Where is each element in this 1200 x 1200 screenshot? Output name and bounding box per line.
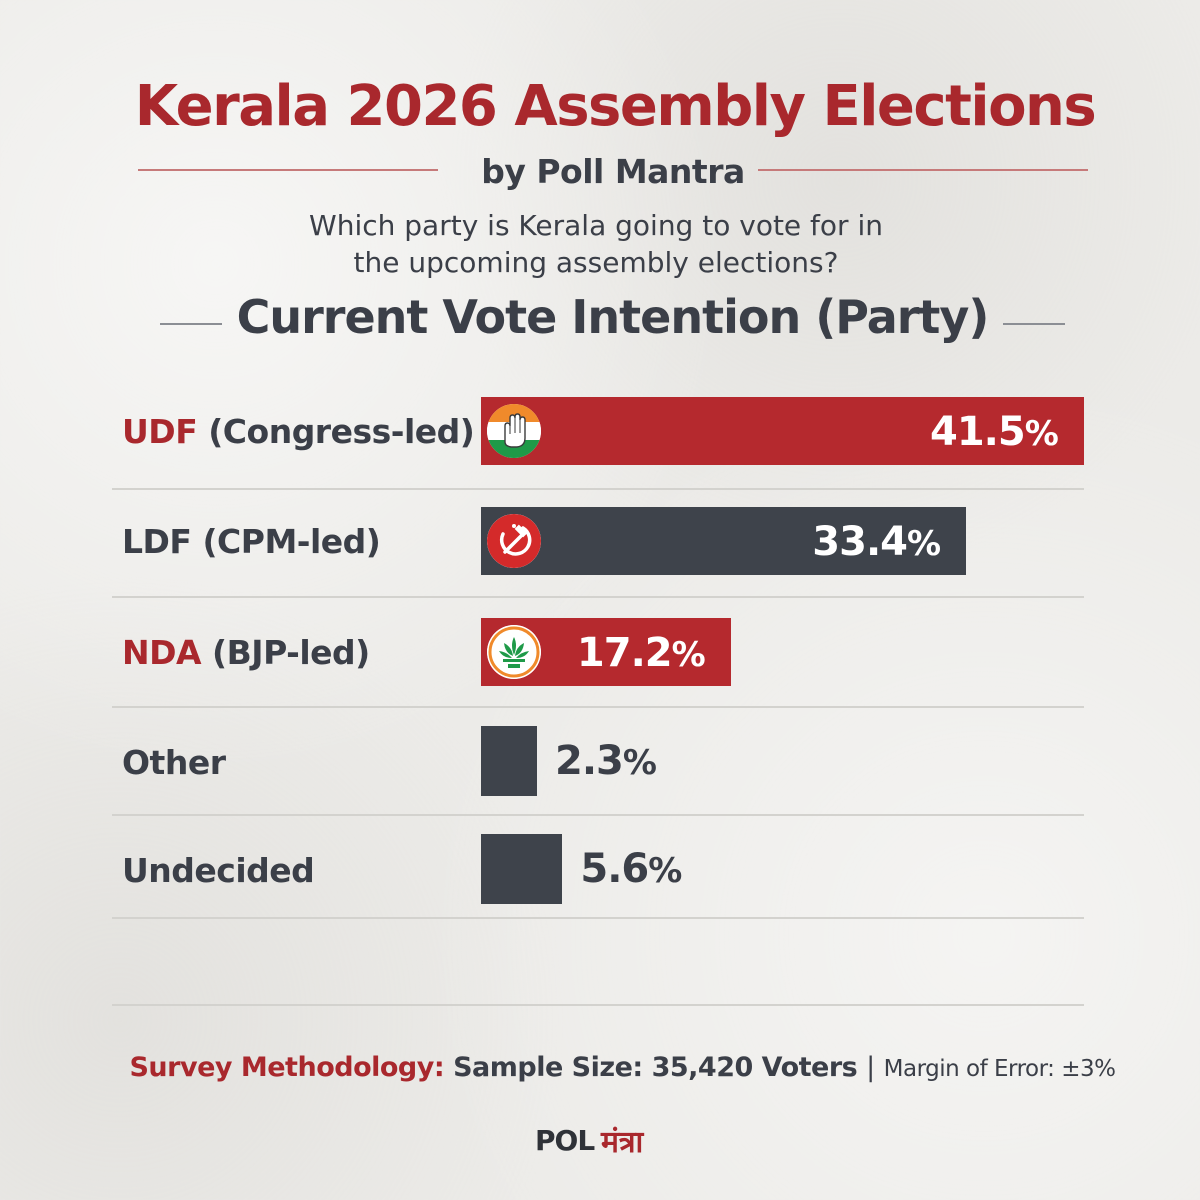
row-divider	[112, 596, 1084, 598]
row-divider	[112, 706, 1084, 708]
data-label-percent: %	[622, 743, 657, 783]
data-label: 2.3%	[555, 738, 657, 784]
data-label-number: 17.2	[576, 630, 673, 676]
survey-question-line-2: the upcoming assembly elections?	[353, 246, 839, 279]
divider-left	[138, 169, 438, 171]
bar-undecided	[481, 834, 563, 904]
bar-other	[481, 726, 537, 796]
sample-size: Sample Size: 35,420 Voters	[453, 1052, 858, 1083]
lotus-icon	[487, 625, 541, 679]
poll-mantra-logo: POL मंत्रा	[535, 1118, 675, 1168]
divider-right	[758, 169, 1088, 171]
data-label-number: 33.4	[812, 519, 908, 565]
party-label: NDA (BJP-led)	[122, 633, 370, 672]
brand-wordmark-latin: POL	[535, 1124, 595, 1157]
party-label: LDF (CPM-led)	[122, 522, 381, 561]
party-abbreviation: NDA	[122, 633, 202, 672]
brand-wordmark-devanagari: मंत्रा	[601, 1125, 644, 1160]
party-coalition-detail: (Congress-led)	[197, 412, 475, 451]
survey-question-line-1: Which party is Kerala going to vote for …	[309, 209, 883, 242]
party-coalition-detail: (BJP-led)	[201, 633, 370, 672]
party-abbreviation: Other	[122, 743, 226, 782]
row-divider	[112, 917, 1084, 919]
data-label: 17.2%	[576, 630, 706, 676]
survey-question: Which party is Kerala going to vote for …	[0, 207, 1192, 281]
byline: by Poll Mantra	[481, 152, 745, 191]
data-label-percent: %	[1024, 414, 1059, 454]
methodology-separator: |	[866, 1052, 875, 1083]
margin-of-error: Margin of Error: ±3%	[883, 1056, 1116, 1082]
row-divider	[112, 488, 1084, 490]
section-divider-left	[160, 323, 222, 325]
party-label: UDF (Congress-led)	[122, 412, 475, 451]
bar-udf	[481, 397, 1084, 465]
data-label-percent: %	[671, 635, 706, 675]
party-abbreviation: UDF	[122, 412, 198, 451]
party-abbreviation: LDF	[122, 522, 192, 561]
party-abbreviation: Undecided	[122, 851, 315, 890]
data-label-number: 5.6	[580, 846, 649, 892]
data-label-number: 2.3	[555, 738, 624, 784]
party-label: Other	[122, 743, 226, 782]
data-label: 5.6%	[580, 846, 682, 892]
bar-ldf	[481, 507, 967, 575]
chart-title: Current Vote Intention (Party)	[236, 290, 990, 344]
footer-divider	[112, 1004, 1084, 1006]
hammer-sickle-icon	[487, 514, 541, 568]
data-label: 41.5%	[930, 409, 1059, 455]
byline-row: by Poll Mantra	[138, 150, 1088, 200]
page-title: Kerala 2026 Assembly Elections	[134, 74, 1097, 139]
party-coalition-detail: (CPM-led)	[191, 522, 381, 561]
section-divider-right	[1003, 323, 1065, 325]
data-label-number: 41.5	[930, 409, 1026, 455]
congress-hand-icon	[487, 404, 541, 458]
survey-methodology: Survey Methodology: Sample Size: 35,420 …	[0, 1052, 1200, 1083]
data-label-percent: %	[907, 524, 941, 564]
data-label-percent: %	[648, 851, 682, 891]
party-label: Undecided	[122, 851, 315, 890]
row-divider	[112, 814, 1084, 816]
data-label: 33.4%	[812, 519, 941, 565]
section-header: Current Vote Intention (Party)	[160, 290, 1065, 354]
methodology-label: Survey Methodology:	[129, 1052, 445, 1083]
